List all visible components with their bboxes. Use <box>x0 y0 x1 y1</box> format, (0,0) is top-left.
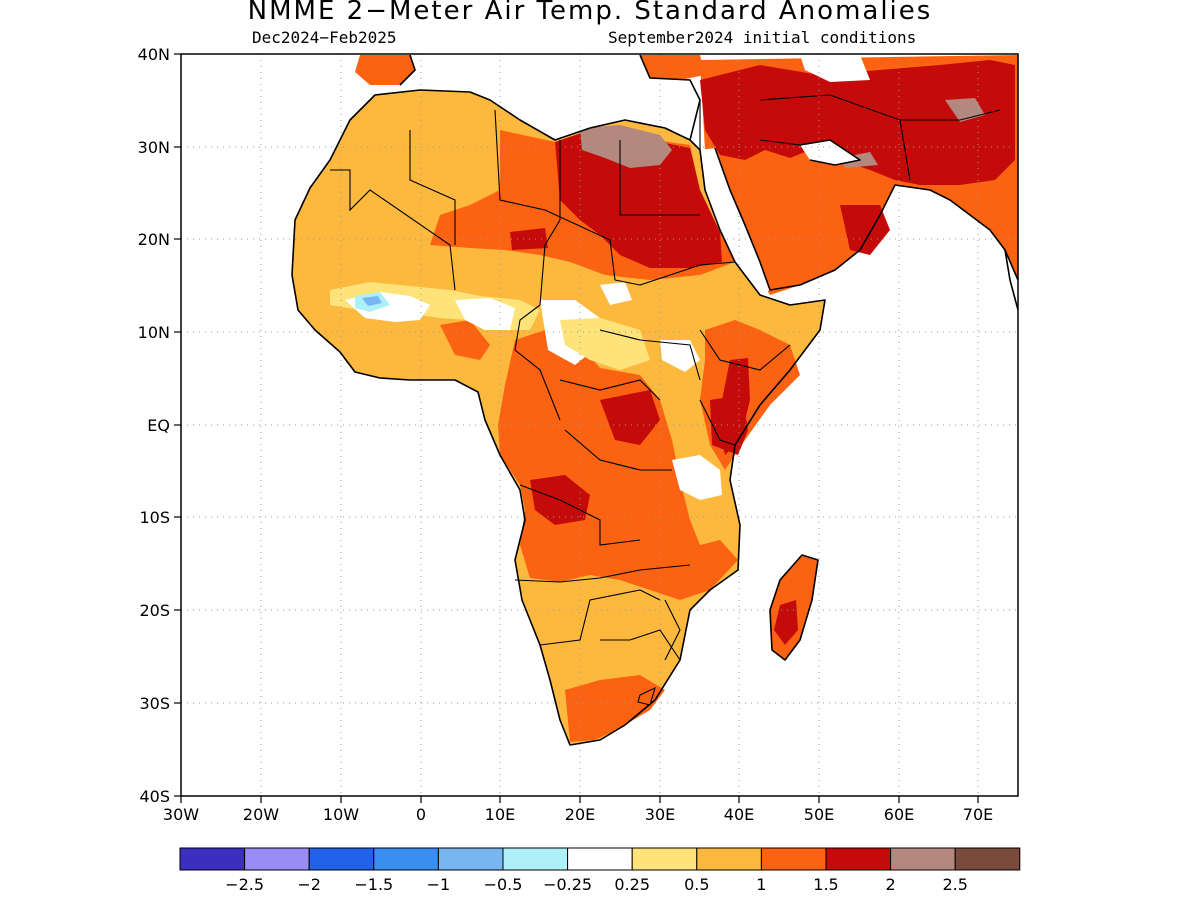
legend-label: 1 <box>756 875 766 894</box>
legend-swatch <box>567 847 633 871</box>
med-north-coast <box>399 54 701 141</box>
lon-label-20e: 20E <box>565 805 595 824</box>
legend-swatch <box>954 847 1021 871</box>
legend-label: 1.5 <box>813 875 838 894</box>
legend-label: −2 <box>297 875 321 894</box>
egypt-sudan-red <box>555 130 722 268</box>
persian-gulf <box>800 140 860 165</box>
arabia-south-red <box>840 205 890 255</box>
initial-conditions: September2024 initial conditions <box>608 28 917 47</box>
legend-label: 2.5 <box>942 875 967 894</box>
legend-swatch <box>696 847 762 871</box>
south-europe-land <box>640 55 705 80</box>
legend-label: 0.5 <box>684 875 709 894</box>
chart-title: NMME 2−Meter Air Temp. Standard Anomalie… <box>247 0 933 26</box>
legend-swatch <box>502 847 569 871</box>
legend-swatch <box>179 847 246 871</box>
lon-label-50e: 50E <box>804 805 834 824</box>
legend-swatch <box>308 847 375 871</box>
lat-label-40n: 40N <box>138 45 170 64</box>
lon-label-30w: 30W <box>163 805 199 824</box>
legend-swatch <box>890 847 956 871</box>
india-coast <box>1004 249 1018 311</box>
lon-label-10e: 10E <box>485 805 515 824</box>
red-sea <box>700 148 770 295</box>
mediterranean-coast-land <box>355 55 415 85</box>
mali-yellow <box>560 318 650 370</box>
legend-swatch <box>760 847 827 871</box>
lat-label-30s: 30S <box>139 694 170 713</box>
tanzania-white <box>672 455 722 500</box>
lon-label-10w: 10W <box>323 805 359 824</box>
legend-label: 0.25 <box>614 875 650 894</box>
arabia-coastline <box>714 147 1018 291</box>
central-red <box>600 390 660 445</box>
lon-label-40e: 40E <box>724 805 754 824</box>
legend-swatch <box>437 847 504 871</box>
legend-label: −1 <box>427 875 451 894</box>
madagascar-red <box>774 600 798 645</box>
south-sudan-white <box>660 340 700 372</box>
legend-label: −1.5 <box>354 875 393 894</box>
lon-label-60e: 60E <box>884 805 914 824</box>
madagascar-coastline <box>769 554 819 661</box>
africa-coastline <box>291 89 826 746</box>
lat-label-30n: 30N <box>138 138 170 157</box>
legend-label: −0.5 <box>484 875 523 894</box>
arabia-red <box>700 60 1015 185</box>
lon-label-70e: 70E <box>963 805 993 824</box>
country-borders <box>330 94 1001 706</box>
west-coast-orange <box>440 320 490 360</box>
sahel-white <box>600 282 632 305</box>
anomaly-fields <box>292 55 1018 745</box>
legend-swatch <box>631 847 698 871</box>
legend-swatch <box>825 847 892 871</box>
gulf-coastline <box>799 139 861 166</box>
south-africa-orange <box>565 675 665 742</box>
color-legend <box>179 847 1021 871</box>
lon-label-30e: 30E <box>645 805 675 824</box>
coastlines <box>291 54 1018 746</box>
legend-labels: −2.5 −2 −1.5 −1 −0.5 −0.25 0.25 0.5 1 1.5 2 2.5 <box>225 875 968 894</box>
lat-axis <box>174 53 181 797</box>
lat-label-20s: 20S <box>139 601 170 620</box>
legend-swatch <box>244 847 310 871</box>
legend-swatch <box>373 847 439 871</box>
legend-label: −0.25 <box>543 875 592 894</box>
mediterranean-sea <box>400 55 700 140</box>
lat-tick-labels: 40N 30N 20N 10N EQ 10S 20S 30S 40S <box>138 45 170 806</box>
lat-label-10n: 10N <box>138 323 170 342</box>
caspian-area <box>800 55 870 82</box>
legend-label: −2.5 <box>225 875 264 894</box>
forecast-period: Dec2024−Feb2025 <box>252 28 397 47</box>
lon-axis <box>180 796 979 803</box>
legend-label: 2 <box>886 875 896 894</box>
lat-label-eq: EQ <box>147 416 170 435</box>
lat-label-10s: 10S <box>139 508 170 527</box>
lon-tick-labels: 30W 20W 10W 0 10E 20E 30E 40E 50E 60E 70… <box>163 805 993 824</box>
graticule <box>181 54 1018 796</box>
blue-patch-core <box>362 296 382 306</box>
lat-label-20n: 20N <box>138 230 170 249</box>
lon-label-0: 0 <box>416 805 426 824</box>
lon-label-20w: 20W <box>243 805 279 824</box>
lat-label-40s: 40S <box>139 787 170 806</box>
